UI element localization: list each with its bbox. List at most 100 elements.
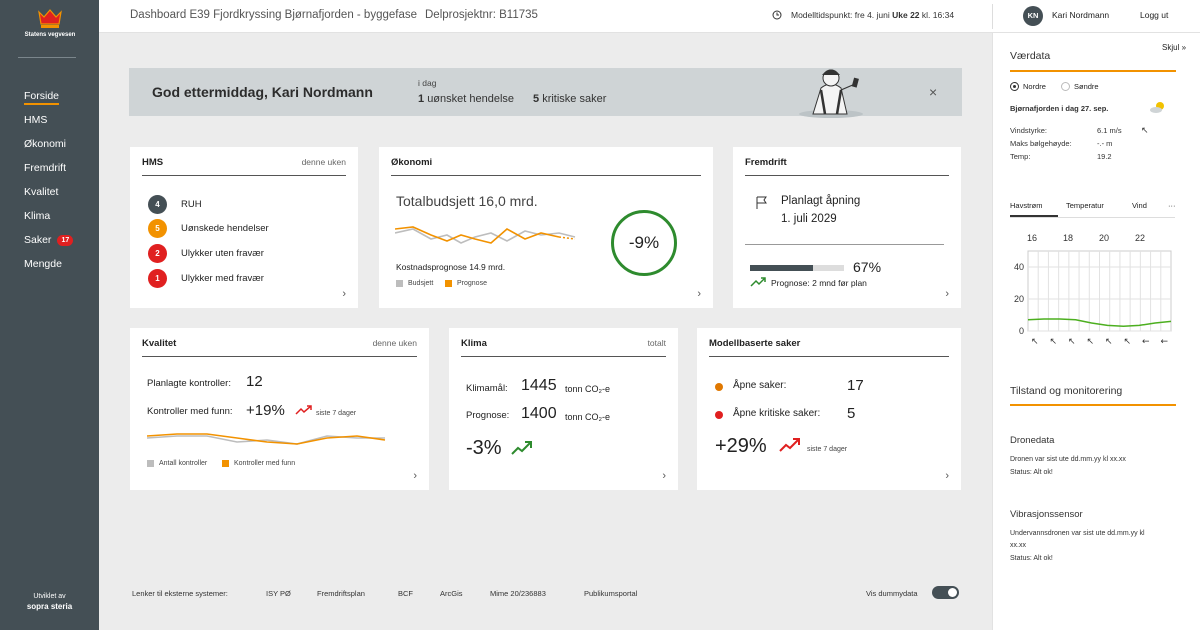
footer-link-arcgis[interactable]: ArcGis <box>440 589 463 598</box>
user-name[interactable]: Kari Nordmann <box>1052 10 1110 20</box>
climate-goal-label: Klimamål: <box>466 383 508 394</box>
cases-change: +29% <box>715 435 767 457</box>
y-tick-label: 20 <box>1014 294 1024 304</box>
logout-button[interactable]: Logg ut <box>1140 10 1169 20</box>
saker-card[interactable]: Modellbaserte saker Åpne saker: 17 Åpne … <box>697 328 961 490</box>
x-tick-label: 18 <box>1063 233 1073 243</box>
radio-checked <box>1010 82 1019 91</box>
developed-by-label: Utviklet av <box>33 593 66 600</box>
footer-link-publikumsportal[interactable]: Publikumsportal <box>584 589 638 598</box>
controls-findings-value: +19% <box>246 402 285 419</box>
tab-more[interactable]: ··· <box>1168 201 1176 210</box>
vibration-last-flight: Undervannsdronen var sist ute dd.mm.yy k… <box>1010 530 1145 537</box>
brand-logo[interactable]: Statens vegvesen <box>18 8 82 38</box>
footer-link-mime[interactable]: Mime 20/236883 <box>490 589 546 598</box>
radio-nordre[interactable]: Nordre <box>1010 82 1046 91</box>
card-divider <box>391 175 701 176</box>
dummy-data-toggle[interactable] <box>932 586 959 599</box>
planned-controls-value: 12 <box>246 373 263 390</box>
card-title: Fremdrift <box>745 157 787 168</box>
legend-forecast: Prognose <box>445 280 487 287</box>
hms-row-label: RUH <box>181 199 202 210</box>
hms-count-badge: 1 <box>148 269 167 288</box>
nav-item-klima[interactable]: Klima <box>24 209 73 233</box>
nav-item-fremdrift[interactable]: Fremdrift <box>24 161 73 185</box>
orange-divider <box>1010 404 1176 406</box>
footer-link-isy[interactable]: ISY PØ <box>266 589 291 598</box>
tab-vind[interactable]: Vind <box>1132 201 1147 210</box>
stat-number: 5 <box>533 93 540 105</box>
hms-row-with-absence[interactable]: 1 Ulykker med fravær <box>148 269 264 288</box>
model-timestamp-week: Uke 22 <box>892 10 920 20</box>
card-divider <box>461 356 666 357</box>
model-timestamp-time: kl. 16:34 <box>921 10 955 20</box>
temp-value: 19.2 <box>1097 152 1112 161</box>
trend-up-icon <box>779 438 800 452</box>
stat-number: 1 <box>418 93 425 105</box>
trend-up-icon <box>750 277 766 287</box>
stat-critical-cases[interactable]: 5 kritiske saker <box>533 93 606 105</box>
topbar-divider <box>992 4 993 29</box>
controls-findings-label: Kontroller med funn: <box>147 406 233 417</box>
nav-label: HMS <box>24 114 48 126</box>
budget-percent-circle: -9% <box>611 210 677 276</box>
chevron-right-icon[interactable]: › <box>945 288 949 300</box>
findings-period: siste 7 dager <box>316 410 357 417</box>
nav-item-mengde[interactable]: Mengde <box>24 257 73 281</box>
radio-label: Søndre <box>1074 82 1099 91</box>
tab-temperatur[interactable]: Temperatur <box>1066 201 1104 210</box>
chevron-right-icon[interactable]: › <box>697 288 701 300</box>
open-cases-value: 17 <box>847 377 864 394</box>
okonomi-card[interactable]: Økonomi Totalbudsjett 16,0 mrd. Kostnads… <box>379 147 713 308</box>
radio-sondre[interactable]: Søndre <box>1061 82 1099 91</box>
nav-item-hms[interactable]: HMS <box>24 113 73 137</box>
nav-item-forside[interactable]: Forside <box>24 89 73 113</box>
model-timestamp-date: Modelltidspunkt: fre 4. juni <box>791 10 890 20</box>
fremdrift-card[interactable]: Fremdrift Planlagt åpning 1. juli 2029 6… <box>733 147 961 308</box>
legend-swatch <box>222 460 229 467</box>
close-banner-button[interactable]: × <box>929 84 938 100</box>
nav-item-okonomi[interactable]: Økonomi <box>24 137 73 161</box>
worker-illustration <box>799 69 863 118</box>
legend-swatch <box>445 280 452 287</box>
chevron-right-icon[interactable]: › <box>342 288 346 300</box>
drone-last-flight: Dronen var sist ute dd.mm.yy kl xx.xx <box>1010 456 1126 463</box>
hide-panel-button[interactable]: Skjul » <box>1162 43 1187 52</box>
footer-link-bcf[interactable]: BCF <box>398 589 413 598</box>
nav-item-saker[interactable]: Saker 17 <box>24 233 74 257</box>
vibration-time: xx.xx <box>1010 542 1026 549</box>
radio-label: Nordre <box>1023 82 1046 91</box>
nav-label: Forside <box>24 89 60 105</box>
chevron-right-icon[interactable]: › <box>945 470 949 482</box>
hms-row-label: Uønskede hendelser <box>181 223 269 234</box>
right-panel: Værdata Skjul » Nordre Søndre Bjørnafjor… <box>992 33 1200 630</box>
chevron-right-icon[interactable]: › <box>413 470 417 482</box>
card-divider <box>745 175 949 176</box>
hms-row-ruh[interactable]: 4 RUH <box>148 195 202 214</box>
hms-card[interactable]: HMS denne uken 4 RUH 5 Uønskede hendelser … <box>130 147 358 308</box>
legend-findings: Kontroller med funn <box>222 460 295 467</box>
planned-controls-label: Planlagte kontroller: <box>147 378 231 389</box>
nav-label: Kvalitet <box>24 186 59 198</box>
progress-forecast: Prognose: 2 mnd før plan <box>771 278 867 288</box>
climate-goal-value: 1445 <box>521 377 557 394</box>
kvalitet-card[interactable]: Kvalitet denne uken Planlagte kontroller… <box>130 328 429 490</box>
greeting-text: God ettermiddag, Kari Nordmann <box>152 84 373 100</box>
critical-cases-label: Åpne kritiske saker: <box>733 408 821 419</box>
avatar[interactable]: KN <box>1023 6 1043 26</box>
stat-unwanted-events[interactable]: 1 uønsket hendelse <box>418 93 514 105</box>
footer-link-fremdriftsplan[interactable]: Fremdriftsplan <box>317 589 365 598</box>
klima-card[interactable]: Klima totalt Klimamål: 1445 tonn CO₂-e P… <box>449 328 678 490</box>
partly-sunny-icon <box>1150 102 1164 113</box>
legend-swatch <box>147 460 154 467</box>
quality-sparkline <box>147 433 386 445</box>
hms-row-unwanted[interactable]: 5 Uønskede hendelser <box>148 219 269 238</box>
nav-item-kvalitet[interactable]: Kvalitet <box>24 185 73 209</box>
legend-budget: Budsjett <box>396 280 433 287</box>
tab-havstrom[interactable]: Havstrøm <box>1010 201 1058 217</box>
climate-unit: tonn CO₂-e <box>565 412 611 422</box>
direction-arrow: ↖ <box>1124 337 1132 347</box>
chevron-right-icon[interactable]: › <box>662 470 666 482</box>
hms-row-no-absence[interactable]: 2 Ulykker uten fravær <box>148 244 264 263</box>
wave-value: -.- m <box>1097 139 1113 148</box>
